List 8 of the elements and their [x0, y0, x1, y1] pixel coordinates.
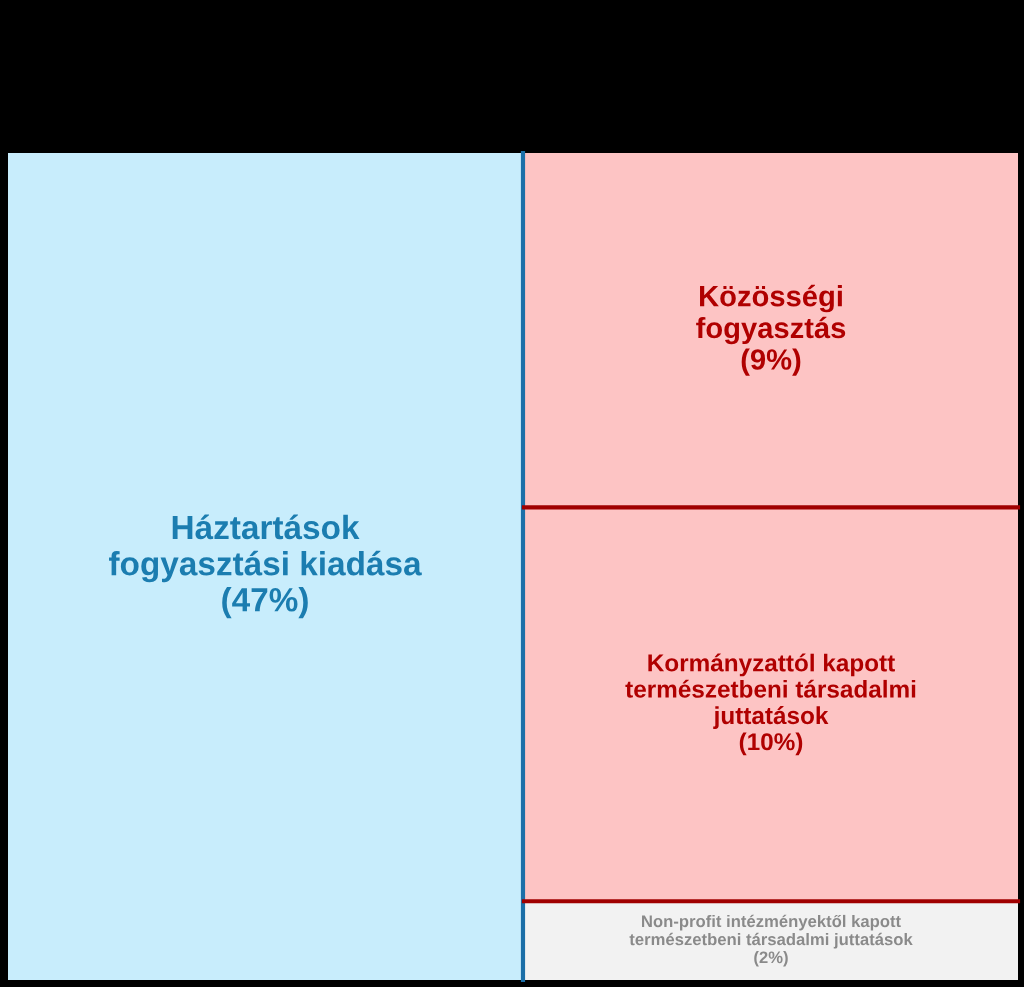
data-label: (10%) — [739, 732, 803, 756]
category-label: Kormányzattól kapott természetbeni társadalmi juttatások — [625, 653, 916, 729]
data-label: (2%) — [754, 950, 788, 967]
category-label: Háztartások fogyasztási kiadása — [109, 514, 422, 583]
data-label: (9%) — [741, 348, 801, 376]
category-label: Közösségi fogyasztás — [696, 284, 846, 345]
data-label: (47%) — [222, 587, 308, 619]
category-label: Non-profit intézményektől kapott természetbeni társadalmi juttatások — [629, 914, 913, 949]
